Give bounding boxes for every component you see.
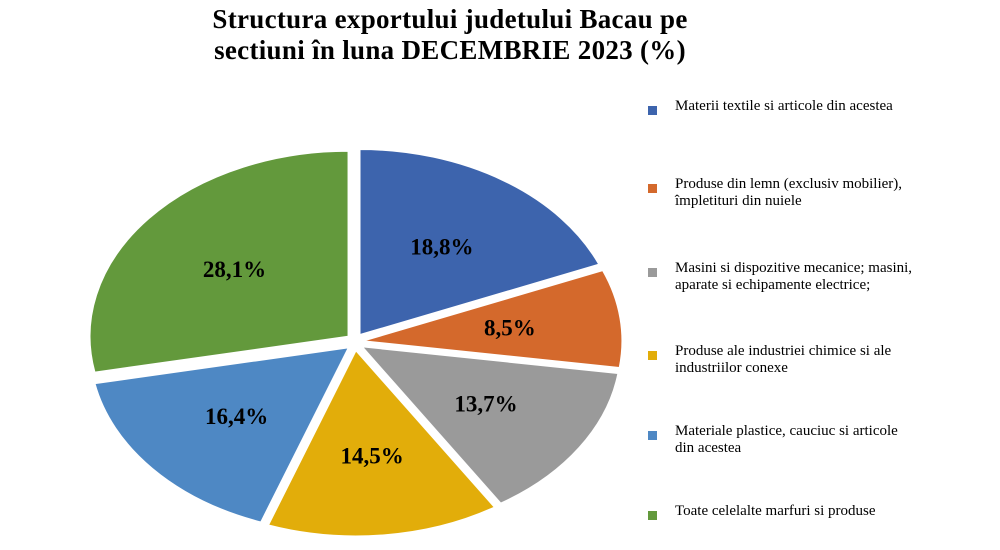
- pie-slice-5: [94, 347, 350, 523]
- chart-title: Structura exportului judetului Bacau pe …: [0, 4, 900, 66]
- pie-slice-6: [89, 150, 349, 373]
- pie-slice-2: [363, 270, 623, 369]
- legend-swatch-6: [648, 511, 657, 520]
- legend-swatch-5: [648, 431, 657, 440]
- chart-title-line-2: sectiuni în luna DECEMBRIE 2023 (%): [214, 35, 686, 65]
- legend-label-6: Toate celelalte marfuri si produse: [675, 503, 876, 519]
- legend-label-2: Produse din lemn (exclusiv mobilier), îm…: [675, 176, 903, 209]
- pie-slice-4: [267, 350, 496, 537]
- slice-value-label-4: 14,5%: [341, 443, 404, 468]
- pie-slice-3: [361, 346, 619, 504]
- slice-value-label-3: 13,7%: [454, 392, 517, 417]
- legend-label-1: Materii textile si articole din acestea: [675, 98, 893, 114]
- legend-swatch-2: [648, 184, 657, 193]
- slice-value-label-6: 28,1%: [203, 257, 266, 282]
- legend-label-4: Produse ale industriei chimice si ale in…: [675, 343, 892, 376]
- slice-value-label-1: 18,8%: [410, 234, 473, 259]
- legend-label-3: Masini si dispozitive mecanice; masini, …: [675, 260, 913, 293]
- slice-value-label-5: 16,4%: [205, 404, 268, 429]
- slice-value-label-2: 8,5%: [484, 316, 536, 341]
- pie-slice-1: [359, 149, 600, 336]
- legend-swatch-1: [648, 106, 657, 115]
- legend-swatch-3: [648, 268, 657, 277]
- chart-title-line-1: Structura exportului judetului Bacau pe: [212, 4, 688, 34]
- legend-label-5: Materiale plastice, cauciuc si articole …: [675, 423, 898, 456]
- legend-swatch-4: [648, 351, 657, 360]
